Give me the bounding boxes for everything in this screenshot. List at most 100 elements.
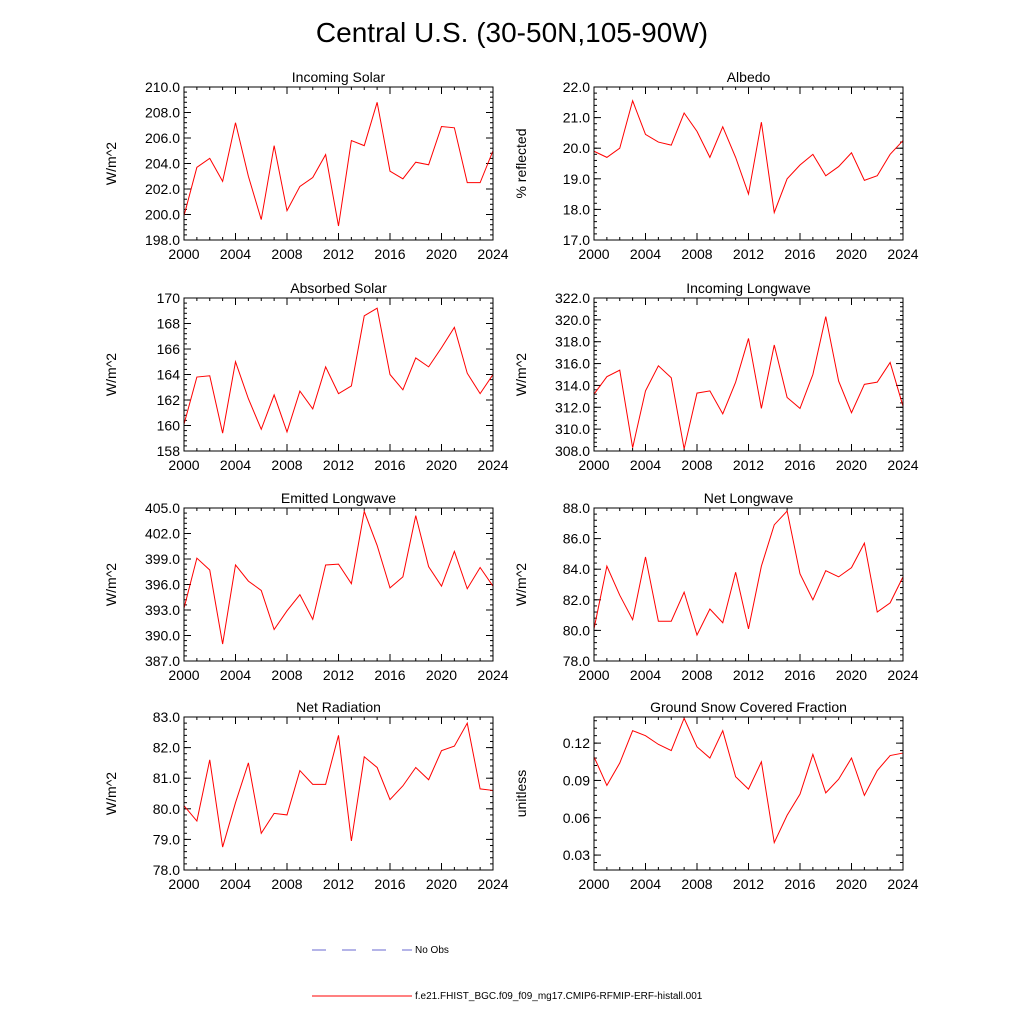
x-tick-label: 2024: [477, 246, 508, 262]
series-line: [183, 721, 494, 848]
y-tick-label: 0.12: [563, 735, 590, 751]
y-axis-label: W/m^2: [103, 772, 119, 815]
y-axis-label: W/m^2: [103, 563, 119, 606]
y-tick-label: 21.0: [563, 110, 590, 126]
series-line: [183, 102, 494, 227]
x-tick-label: 2004: [220, 667, 251, 683]
y-tick-label: 78.0: [563, 653, 590, 669]
x-tick-label: 2004: [220, 457, 251, 473]
y-tick-label: 160: [157, 418, 181, 434]
x-tick-label: 2012: [733, 457, 764, 473]
x-tick-label: 2020: [426, 457, 457, 473]
x-tick-label: 2024: [477, 876, 508, 892]
panel-title: Incoming Longwave: [686, 280, 811, 296]
x-tick-label: 2024: [887, 667, 918, 683]
y-axis-label: W/m^2: [103, 353, 119, 396]
y-tick-label: 320.0: [555, 312, 590, 328]
y-tick-label: 0.09: [563, 772, 590, 788]
y-tick-label: 78.0: [153, 862, 180, 878]
y-tick-label: 390.0: [145, 628, 180, 644]
panel-title: Incoming Solar: [292, 69, 386, 85]
series-line: [183, 509, 494, 645]
y-tick-label: 80.0: [153, 801, 180, 817]
y-tick-label: 206.0: [145, 130, 180, 146]
x-tick-label: 2016: [784, 246, 815, 262]
y-tick-label: 81.0: [153, 770, 180, 786]
y-tick-label: 168: [157, 316, 181, 332]
panel-5: Emitted Longwave W/m^2 2000 2004 2008 2012 201…: [103, 490, 509, 683]
x-tick-label: 2000: [168, 667, 199, 683]
series-line: [593, 510, 904, 637]
x-tick-label: 2024: [477, 457, 508, 473]
y-tick-label: 158: [157, 443, 181, 459]
panel-4: Incoming Longwave W/m^2 2000 2004 2008 2012 20…: [513, 280, 919, 473]
x-tick-label: 2008: [271, 457, 302, 473]
y-tick-label: 308.0: [555, 443, 590, 459]
x-tick-label: 2020: [836, 876, 867, 892]
y-tick-label: 396.0: [145, 577, 180, 593]
x-tick-label: 2020: [426, 667, 457, 683]
x-tick-label: 2020: [836, 246, 867, 262]
y-tick-label: 312.0: [555, 399, 590, 415]
plot-frame: [183, 716, 494, 871]
x-tick-label: 2008: [271, 876, 302, 892]
panel-2: Albedo % reflected 2000 2004 2008 2012 2016 202…: [513, 69, 919, 262]
x-tick-label: 2012: [323, 667, 354, 683]
y-tick-label: 202.0: [145, 181, 180, 197]
y-tick-label: 399.0: [145, 551, 180, 567]
x-tick-label: 2004: [630, 667, 661, 683]
y-tick-label: 164: [157, 367, 181, 383]
series-line: [183, 307, 494, 434]
x-tick-label: 2008: [681, 246, 712, 262]
y-tick-label: 198.0: [145, 232, 180, 248]
plot-frame: [593, 86, 904, 241]
panel-3: Absorbed Solar W/m^2 2000 2004 2008 2012 2016 2…: [103, 280, 509, 473]
x-tick-label: 2020: [426, 246, 457, 262]
panels: Incoming Solar W/m^2 2000 2004 2008 2012 2016 2…: [103, 69, 919, 892]
series-line: [593, 316, 904, 449]
x-tick-label: 2000: [168, 457, 199, 473]
plot-frame: [183, 297, 494, 452]
y-tick-label: 82.0: [153, 740, 180, 756]
y-tick-label: 314.0: [555, 377, 590, 393]
y-axis-label: W/m^2: [513, 353, 529, 396]
plot-frame: [593, 716, 904, 871]
x-tick-label: 2000: [578, 667, 609, 683]
x-tick-label: 2008: [271, 246, 302, 262]
y-tick-label: 322.0: [555, 290, 590, 306]
panel-title: Absorbed Solar: [290, 280, 387, 296]
x-tick-label: 2012: [733, 667, 764, 683]
y-tick-label: 18.0: [563, 201, 590, 217]
plot-frame: [593, 297, 904, 452]
y-tick-label: 86.0: [563, 531, 590, 547]
x-tick-label: 2024: [887, 457, 918, 473]
y-tick-label: 0.03: [563, 847, 590, 863]
x-tick-label: 2008: [271, 667, 302, 683]
x-tick-label: 2012: [323, 246, 354, 262]
y-tick-label: 22.0: [563, 79, 590, 95]
legend-obs-label: No Obs: [415, 945, 449, 956]
y-tick-label: 318.0: [555, 334, 590, 350]
panel-title: Emitted Longwave: [281, 490, 396, 506]
x-tick-label: 2004: [630, 457, 661, 473]
x-tick-label: 2024: [887, 246, 918, 262]
x-tick-label: 2012: [323, 876, 354, 892]
y-tick-label: 80.0: [563, 622, 590, 638]
y-axis-label: W/m^2: [103, 142, 119, 185]
y-tick-label: 166: [157, 341, 181, 357]
x-tick-label: 2016: [374, 876, 405, 892]
x-tick-label: 2016: [374, 457, 405, 473]
y-tick-label: 79.0: [153, 831, 180, 847]
y-tick-label: 170: [157, 290, 181, 306]
x-tick-label: 2008: [681, 876, 712, 892]
x-tick-label: 2004: [630, 246, 661, 262]
y-tick-label: 0.06: [563, 810, 590, 826]
panel-title: Ground Snow Covered Fraction: [650, 699, 847, 715]
x-tick-label: 2008: [681, 667, 712, 683]
x-tick-label: 2012: [733, 246, 764, 262]
y-tick-label: 88.0: [563, 500, 590, 516]
x-tick-label: 2020: [836, 667, 867, 683]
x-tick-label: 2000: [578, 246, 609, 262]
